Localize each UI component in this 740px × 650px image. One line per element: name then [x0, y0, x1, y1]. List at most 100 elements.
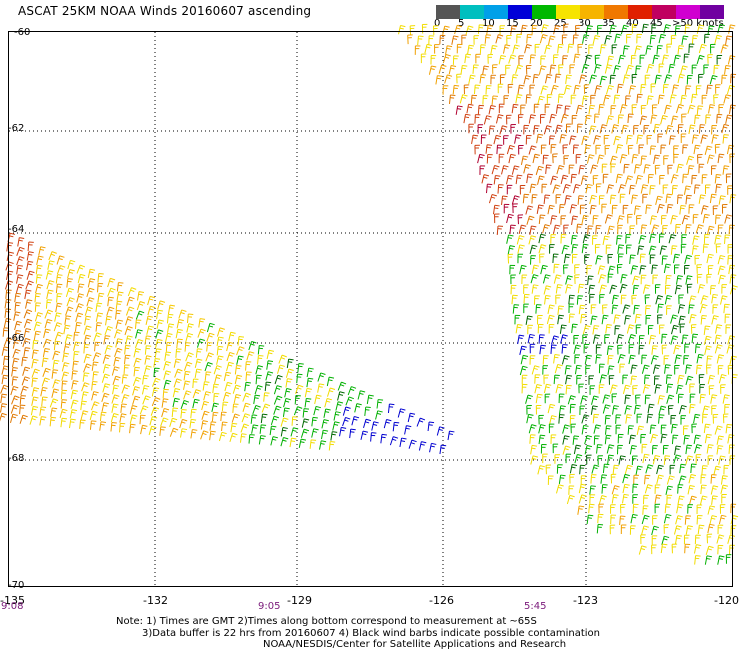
- note-line-3: NOAA/NESDIS/Center for Satellite Applica…: [263, 639, 567, 650]
- wind-barb: [31, 387, 40, 397]
- wind-barb: [151, 397, 161, 407]
- wind-barb: [285, 368, 294, 378]
- wind-barb: [97, 292, 105, 303]
- lat-label: -64: [8, 224, 25, 235]
- wind-barb: [205, 352, 214, 362]
- wind-barb: [185, 332, 194, 343]
- wind-barb: [49, 398, 59, 408]
- wind-barb: [144, 335, 152, 345]
- wind-barb: [41, 377, 50, 387]
- wind-barb: [190, 408, 197, 419]
- wind-barb: [77, 283, 85, 293]
- wind-barb: [129, 405, 138, 415]
- wind-barb: [0, 384, 9, 394]
- wind-barb: [192, 389, 201, 399]
- wind-barb: [339, 426, 347, 437]
- wind-barb: [101, 392, 110, 403]
- wind-barb: [23, 347, 31, 357]
- wind-barb: [107, 287, 116, 297]
- wind-barb: [144, 345, 152, 355]
- wind-barb: [47, 260, 55, 270]
- wind-barb: [255, 365, 264, 375]
- wind-barb: [246, 351, 255, 361]
- pass-time: 5:45: [524, 601, 547, 612]
- wind-barb: [327, 387, 336, 397]
- lon-label: -123: [573, 594, 598, 607]
- wind-barb: [101, 402, 109, 412]
- wind-barb: [16, 274, 24, 284]
- wind-barb: [326, 376, 335, 387]
- wind-barb: [257, 345, 265, 355]
- wind-barb: [375, 410, 383, 420]
- wind-barb: [234, 374, 243, 385]
- wind-barb: [161, 407, 170, 418]
- wind-barb: [233, 394, 242, 404]
- wind-barb: [224, 381, 233, 392]
- wind-barb: [125, 335, 133, 345]
- lat-label: -68: [8, 453, 25, 464]
- wind-barb: [317, 383, 325, 393]
- wind-barb: [46, 280, 55, 290]
- wind-barb: [266, 349, 275, 360]
- wind-barb: [25, 280, 34, 290]
- wind-barb: [186, 313, 194, 324]
- wind-barb: [24, 289, 32, 300]
- wind-barb: [10, 404, 20, 414]
- wind-barb: [245, 361, 252, 371]
- wind-barb: [141, 385, 150, 395]
- wind-barb: [20, 385, 29, 396]
- wind-barb: [91, 361, 99, 371]
- wind-barb: [245, 371, 252, 381]
- wind-barb: [232, 384, 241, 394]
- wind-barb: [71, 380, 79, 390]
- wind-barb: [200, 420, 208, 430]
- wind-barb: [53, 340, 61, 351]
- wind-barb: [11, 395, 20, 405]
- wind-barb: [11, 376, 19, 386]
- wind-barb: [311, 428, 319, 438]
- wind-barb: [71, 370, 78, 380]
- wind-barb: [169, 427, 179, 437]
- wind-barb: [218, 431, 227, 442]
- wind-barb: [183, 361, 193, 371]
- wind-barb: [135, 310, 145, 320]
- map-frame: [8, 31, 733, 587]
- wind-barb: [306, 377, 314, 388]
- wind-barb: [65, 306, 74, 316]
- colorbar-swatch: [436, 5, 460, 19]
- wind-barb: [74, 322, 82, 332]
- wind-barb: [83, 334, 92, 345]
- wind-barb: [19, 404, 26, 415]
- wind-barb: [34, 302, 41, 312]
- wind-barb: [65, 287, 74, 298]
- wind-barb: [125, 316, 134, 326]
- wind-barb: [14, 292, 22, 303]
- wind-barb: [163, 379, 172, 390]
- wind-barb: [290, 427, 299, 437]
- wind-barb: [376, 399, 384, 409]
- wind-barb: [364, 406, 371, 416]
- wind-barb: [136, 301, 146, 311]
- wind-barb: [169, 417, 178, 427]
- wind-barb: [178, 309, 187, 319]
- wind-barb: [55, 302, 63, 313]
- wind-barb: [171, 407, 179, 418]
- wind-barb: [105, 315, 112, 326]
- wind-barb: [261, 403, 271, 413]
- lon-label: -132: [143, 594, 168, 607]
- colorbar-swatch: [484, 5, 508, 19]
- wind-barb: [32, 339, 39, 350]
- wind-barb: [35, 283, 43, 294]
- wind-barb: [259, 424, 267, 434]
- wind-barb: [81, 391, 89, 401]
- wind-barb: [95, 322, 103, 332]
- wind-barb: [95, 302, 103, 313]
- wind-barb: [166, 313, 174, 324]
- wind-barb: [296, 373, 303, 384]
- wind-barb: [216, 327, 225, 337]
- wind-barb: [371, 421, 379, 431]
- wind-barb: [160, 417, 169, 427]
- wind-barb: [39, 416, 47, 426]
- wind-barb: [270, 436, 278, 446]
